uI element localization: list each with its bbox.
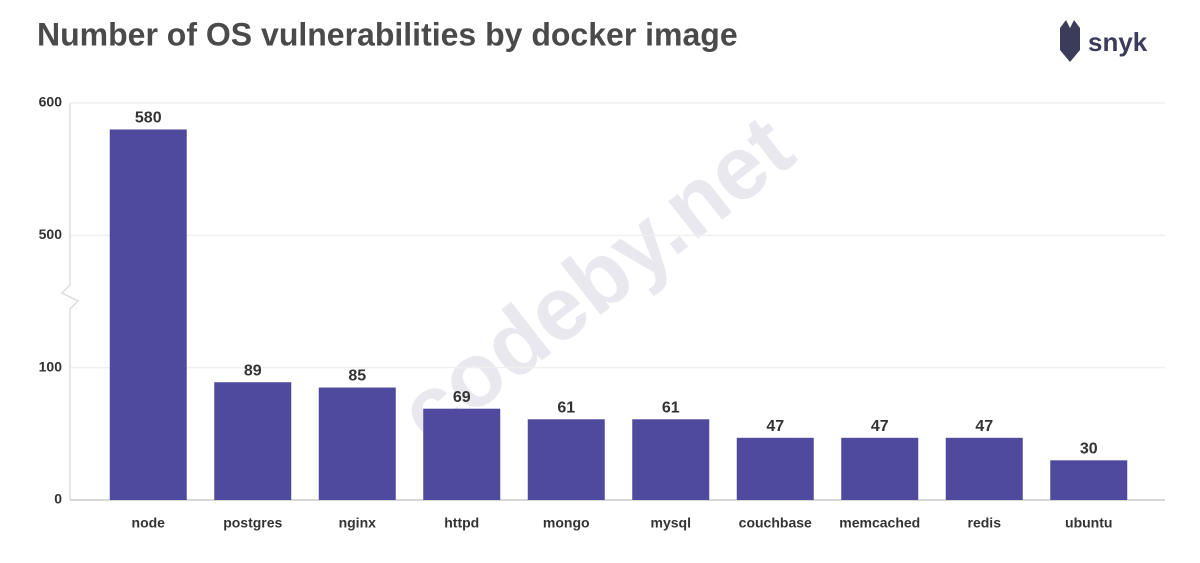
y-tick-label: 500 <box>39 226 63 242</box>
brand-logo: snyk <box>1060 20 1148 62</box>
bar <box>945 437 1023 500</box>
bar <box>109 129 187 500</box>
bar <box>841 437 919 500</box>
bar <box>736 437 814 500</box>
bar <box>214 382 292 500</box>
bar <box>423 408 501 500</box>
y-tick-label: 0 <box>54 491 62 507</box>
value-label: 47 <box>766 418 784 435</box>
value-label: 47 <box>975 418 993 435</box>
x-tick-label: redis <box>968 515 1002 531</box>
x-tick-label: nginx <box>339 515 377 531</box>
value-label: 69 <box>453 389 471 406</box>
watermark: codeby.net <box>381 97 812 464</box>
axis-break <box>60 103 80 500</box>
value-label: 47 <box>871 418 889 435</box>
bar <box>632 419 710 500</box>
y-tick-label: 100 <box>39 358 63 374</box>
x-tick-label: mysql <box>651 515 691 531</box>
bar <box>318 387 396 500</box>
x-tick-label: httpd <box>444 515 479 531</box>
x-tick-label: mongo <box>543 515 590 531</box>
value-label: 61 <box>662 399 680 416</box>
bar <box>527 419 605 500</box>
x-tick-label: couchbase <box>739 515 812 531</box>
x-tick-label: node <box>132 515 166 531</box>
value-label: 61 <box>557 399 575 416</box>
value-label: 30 <box>1080 441 1098 458</box>
brand-name: snyk <box>1088 27 1148 57</box>
value-label: 89 <box>244 362 262 379</box>
x-tick-label: memcached <box>839 515 920 531</box>
x-tick-label: ubuntu <box>1065 515 1112 531</box>
y-tick-label: 600 <box>39 94 63 110</box>
brand-icon <box>1060 20 1080 62</box>
value-label: 580 <box>135 110 162 127</box>
value-label: 85 <box>348 368 366 385</box>
chart-title: Number of OS vulnerabilities by docker i… <box>37 16 738 52</box>
bar <box>1050 460 1128 500</box>
x-tick-label: postgres <box>223 515 282 531</box>
